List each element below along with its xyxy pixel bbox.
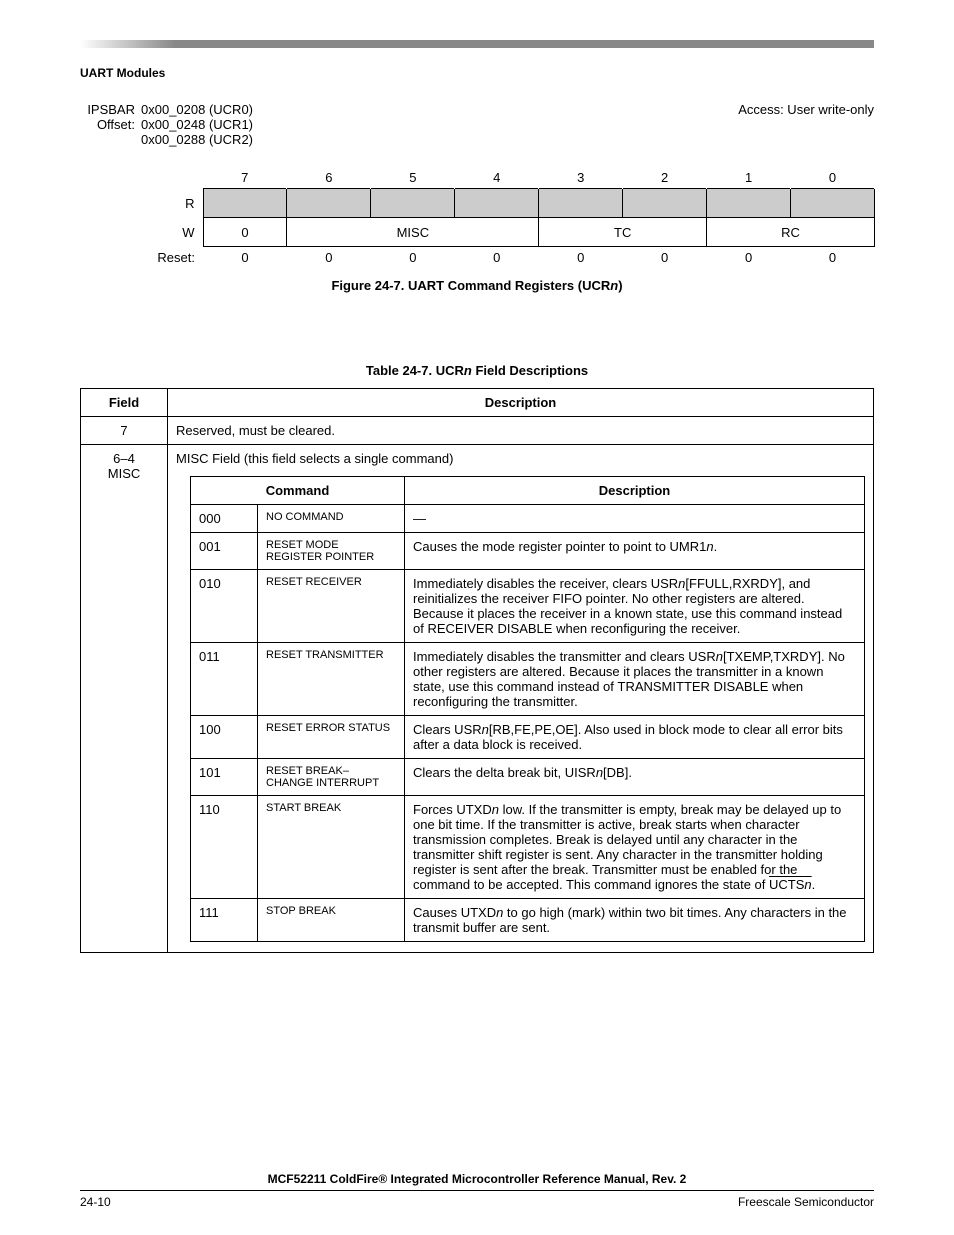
w-bit7: 0 <box>203 218 287 247</box>
w-rc: RC <box>707 218 875 247</box>
bitnum-0: 0 <box>791 167 875 189</box>
section-header: UART Modules <box>80 66 874 80</box>
page-footer: MCF52211 ColdFire® Integrated Microcontr… <box>80 1172 874 1209</box>
addr-0: 0x00_0208 (UCR0) <box>141 102 253 117</box>
row-w-label: W <box>135 218 203 247</box>
figure-caption: Figure 24-7. UART Command Registers (UCR… <box>80 278 874 293</box>
reset-0: 0 <box>791 247 875 269</box>
cmd-row: 110 START BREAK Forces UTXDn low. If the… <box>191 796 865 899</box>
cmd-row: 011 RESET TRANSMITTER Immediately disabl… <box>191 643 865 716</box>
cmd-row: 001 RESET MODE REGISTER POINTER Causes t… <box>191 533 865 570</box>
reset-4: 0 <box>455 247 539 269</box>
reset-2: 0 <box>623 247 707 269</box>
bitnum-7: 7 <box>203 167 287 189</box>
bitnum-4: 4 <box>455 167 539 189</box>
bitnum-5: 5 <box>371 167 455 189</box>
bitfield-figure: 7 6 5 4 3 2 1 0 R W <box>135 167 875 268</box>
access-mode: Access: User write-only <box>738 102 874 147</box>
top-rule <box>80 40 874 48</box>
w-misc: MISC <box>287 218 539 247</box>
field-description-table: Field Description 7 Reserved, must be cl… <box>80 388 874 953</box>
addr-1: 0x00_0248 (UCR1) <box>141 117 253 132</box>
offset-label: Offset: <box>80 117 141 132</box>
row64-cell: MISC Field (this field selects a single … <box>168 445 874 953</box>
r-bit7 <box>203 189 287 218</box>
row-r-label: R <box>135 189 203 218</box>
th-field: Field <box>81 389 168 417</box>
cmd-row: 101 RESET BREAK– CHANGE INTERRUPT Clears… <box>191 759 865 796</box>
footer-title: MCF52211 ColdFire® Integrated Microcontr… <box>80 1172 874 1191</box>
addr-2: 0x00_0288 (UCR2) <box>141 132 253 147</box>
reset-6: 0 <box>287 247 371 269</box>
reset-7: 0 <box>203 247 287 269</box>
bitnum-1: 1 <box>707 167 791 189</box>
bitnum-2: 2 <box>623 167 707 189</box>
footer-company: Freescale Semiconductor <box>738 1195 874 1209</box>
row7-desc: Reserved, must be cleared. <box>168 417 874 445</box>
bitnum-3: 3 <box>539 167 623 189</box>
reset-1: 0 <box>707 247 791 269</box>
misc-command-table: Command Description 000 NO COMMAND — 001… <box>190 476 865 942</box>
r-bit2 <box>623 189 707 218</box>
inner-th-desc: Description <box>405 477 865 505</box>
th-desc: Description <box>168 389 874 417</box>
reset-label: Reset: <box>135 247 203 269</box>
row64-intro: MISC Field (this field selects a single … <box>176 451 453 466</box>
cmd-row: 111 STOP BREAK Causes UTXDn to go high (… <box>191 899 865 942</box>
r-bit6 <box>287 189 371 218</box>
table-caption: Table 24-7. UCRn Field Descriptions <box>80 363 874 378</box>
r-bit0 <box>791 189 875 218</box>
w-tc: TC <box>539 218 707 247</box>
reset-3: 0 <box>539 247 623 269</box>
register-address-block: IPSBAR0x00_0208 (UCR0) Offset:0x00_0248 … <box>80 102 874 147</box>
ipsbar-label: IPSBAR <box>80 102 141 117</box>
row7-field: 7 <box>81 417 168 445</box>
footer-page: 24-10 <box>80 1195 111 1209</box>
r-bit3 <box>539 189 623 218</box>
r-bit1 <box>707 189 791 218</box>
cmd-row: 100 RESET ERROR STATUS Clears USRn[RB,FE… <box>191 716 865 759</box>
reset-5: 0 <box>371 247 455 269</box>
r-bit5 <box>371 189 455 218</box>
cmd-row: 010 RESET RECEIVER Immediately disables … <box>191 570 865 643</box>
cmd-row: 000 NO COMMAND — <box>191 505 865 533</box>
row64-field: 6–4 MISC <box>81 445 168 953</box>
r-bit4 <box>455 189 539 218</box>
inner-th-cmd: Command <box>191 477 405 505</box>
bitnum-6: 6 <box>287 167 371 189</box>
